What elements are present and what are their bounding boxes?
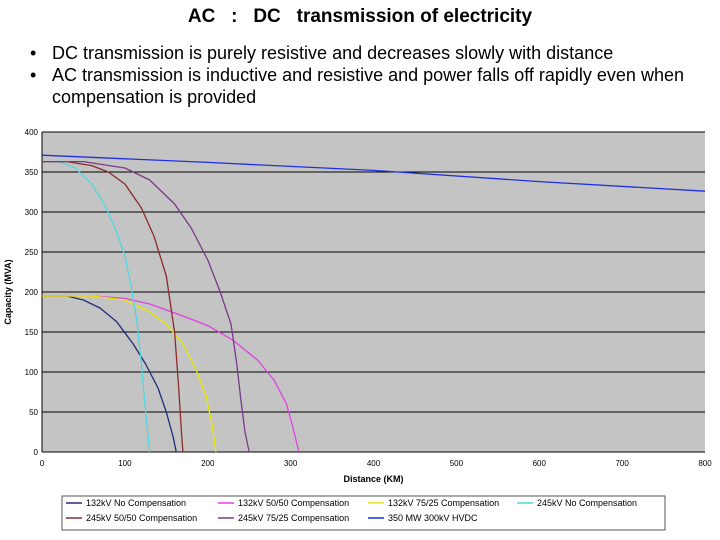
x-tick-labels: 0 100 200 300 400 500 600 700 800 bbox=[40, 459, 712, 468]
legend bbox=[61, 495, 666, 531]
y-tick-label: 400 bbox=[25, 128, 39, 137]
bullet-text: AC transmission is inductive and resisti… bbox=[52, 65, 684, 107]
x-tick-label: 700 bbox=[615, 459, 629, 468]
y-tick-label: 50 bbox=[29, 408, 38, 417]
x-tick-label: 100 bbox=[118, 459, 132, 468]
gridlines bbox=[41, 131, 705, 453]
y-tick-labels: 0 50 100 150 200 250 300 350 400 bbox=[25, 128, 39, 457]
series-line bbox=[42, 160, 184, 453]
x-tick-label: 400 bbox=[367, 459, 381, 468]
chart-svg: 0 50 100 150 200 250 300 350 400 0 100 200 300 400 50… bbox=[0, 118, 720, 540]
x-tick-label: 800 bbox=[698, 459, 712, 468]
legend-label: 132kV No Compensation bbox=[86, 498, 186, 508]
x-tick-label: 600 bbox=[533, 459, 547, 468]
x-axis-label: Distance (KM) bbox=[343, 474, 403, 484]
legend-label: 132kV 50/50 Compensation bbox=[238, 498, 349, 508]
legend-label: 350 MW 300kV HVDC bbox=[388, 513, 478, 523]
capacity-chart: 0 50 100 150 200 250 300 350 400 0 100 200 300 400 50… bbox=[0, 118, 720, 540]
x-tick-label: 0 bbox=[40, 459, 45, 468]
y-tick-label: 100 bbox=[25, 368, 39, 377]
bullet-text: DC transmission is purely resistive and … bbox=[52, 43, 614, 63]
y-tick-label: 0 bbox=[34, 448, 39, 457]
y-tick-label: 150 bbox=[25, 328, 39, 337]
y-tick-label: 350 bbox=[25, 168, 39, 177]
legend-label: 245kV 50/50 Compensation bbox=[86, 513, 197, 523]
x-tick-label: 300 bbox=[284, 459, 298, 468]
series-line bbox=[42, 295, 177, 453]
bullet-item: • DC transmission is purely resistive an… bbox=[30, 42, 710, 64]
series-lines bbox=[41, 154, 706, 453]
x-tick-label: 500 bbox=[450, 459, 464, 468]
legend-label: 245kV 75/25 Compensation bbox=[238, 513, 349, 523]
y-axis-label: Capacity (MVA) bbox=[3, 259, 13, 324]
bullet-dot-icon: • bbox=[30, 65, 37, 85]
legend-entries: 132kV No Compensation 132kV 50/50 Compens… bbox=[66, 498, 637, 523]
series-line bbox=[41, 154, 706, 192]
series-line bbox=[42, 160, 250, 453]
series-line bbox=[42, 295, 300, 453]
bullet-list: • DC transmission is purely resistive an… bbox=[30, 42, 710, 108]
y-tick-label: 300 bbox=[25, 208, 39, 217]
x-tick-label: 200 bbox=[201, 459, 215, 468]
y-tick-label: 250 bbox=[25, 248, 39, 257]
legend-label: 245kV No Compensation bbox=[537, 498, 637, 508]
slide-title: AC : DC transmission of electricity bbox=[187, 6, 533, 27]
bullet-item: • AC transmission is inductive and resis… bbox=[30, 64, 710, 108]
y-tick-label: 200 bbox=[25, 288, 39, 297]
series-line bbox=[42, 160, 151, 453]
legend-label: 132kV 75/25 Compensation bbox=[388, 498, 499, 508]
bullet-dot-icon: • bbox=[30, 43, 37, 63]
